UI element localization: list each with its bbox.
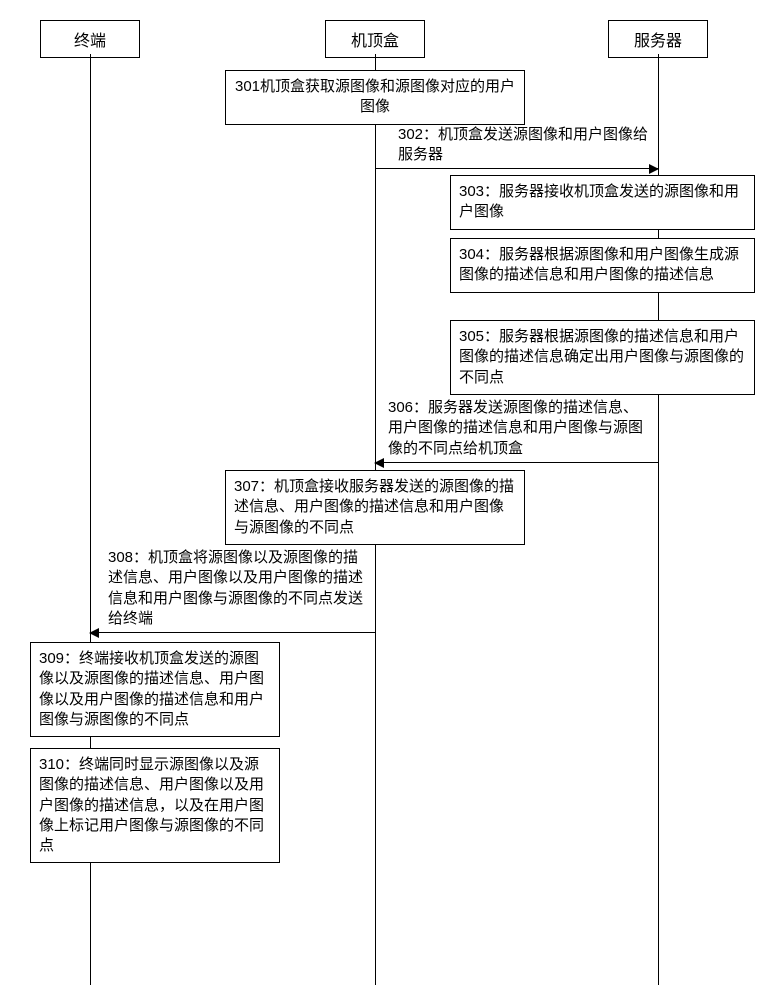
step-304: 304：服务器根据源图像和用户图像生成源图像的描述信息和用户图像的描述信息 — [450, 238, 755, 293]
step-310: 310：终端同时显示源图像以及源图像的描述信息、用户图像以及用户图像的描述信息，… — [30, 748, 280, 863]
step-309: 309：终端接收机顶盒发送的源图像以及源图像的描述信息、用户图像以及用户图像的描… — [30, 642, 280, 737]
actor-terminal-label: 终端 — [74, 33, 106, 50]
step-303: 303：服务器接收机顶盒发送的源图像和用户图像 — [450, 175, 755, 230]
actor-terminal: 终端 — [40, 20, 140, 58]
sequence-diagram: 终端 机顶盒 服务器 301机顶盒获取源图像和源图像对应的用户图像 302：机顶… — [0, 0, 772, 1000]
step-304-text: 304：服务器根据源图像和用户图像生成源图像的描述信息和用户图像的描述信息 — [459, 246, 739, 283]
actor-stb: 机顶盒 — [325, 20, 425, 58]
step-301: 301机顶盒获取源图像和源图像对应的用户图像 — [225, 70, 525, 125]
arrow-308 — [90, 632, 375, 633]
step-306-text: 306：服务器发送源图像的描述信息、用户图像的描述信息和用户图像与源图像的不同点… — [388, 399, 643, 457]
arrow-306 — [375, 462, 658, 463]
step-302-text: 302：机顶盒发送源图像和用户图像给服务器 — [398, 126, 648, 163]
actor-server-label: 服务器 — [634, 33, 682, 50]
arrow-302 — [375, 168, 658, 169]
step-308-text: 308：机顶盒将源图像以及源图像的描述信息、用户图像以及用户图像的描述信息和用户… — [108, 549, 363, 627]
step-301-text: 301机顶盒获取源图像和源图像对应的用户图像 — [235, 78, 515, 115]
step-310-text: 310：终端同时显示源图像以及源图像的描述信息、用户图像以及用户图像的描述信息，… — [39, 756, 264, 854]
actor-server: 服务器 — [608, 20, 708, 58]
step-305: 305：服务器根据源图像的描述信息和用户图像的描述信息确定出用户图像与源图像的不… — [450, 320, 755, 395]
step-303-text: 303：服务器接收机顶盒发送的源图像和用户图像 — [459, 183, 739, 220]
step-309-text: 309：终端接收机顶盒发送的源图像以及源图像的描述信息、用户图像以及用户图像的描… — [39, 650, 264, 728]
step-308-label: 308：机顶盒将源图像以及源图像的描述信息、用户图像以及用户图像的描述信息和用户… — [108, 548, 370, 629]
step-306-label: 306：服务器发送源图像的描述信息、用户图像的描述信息和用户图像与源图像的不同点… — [388, 398, 653, 459]
step-305-text: 305：服务器根据源图像的描述信息和用户图像的描述信息确定出用户图像与源图像的不… — [459, 328, 744, 386]
step-307-text: 307：机顶盒接收服务器发送的源图像的描述信息、用户图像的描述信息和用户图像与源… — [234, 478, 514, 536]
step-307: 307：机顶盒接收服务器发送的源图像的描述信息、用户图像的描述信息和用户图像与源… — [225, 470, 525, 545]
step-302-label: 302：机顶盒发送源图像和用户图像给服务器 — [398, 125, 658, 166]
actor-stb-label: 机顶盒 — [351, 33, 399, 50]
